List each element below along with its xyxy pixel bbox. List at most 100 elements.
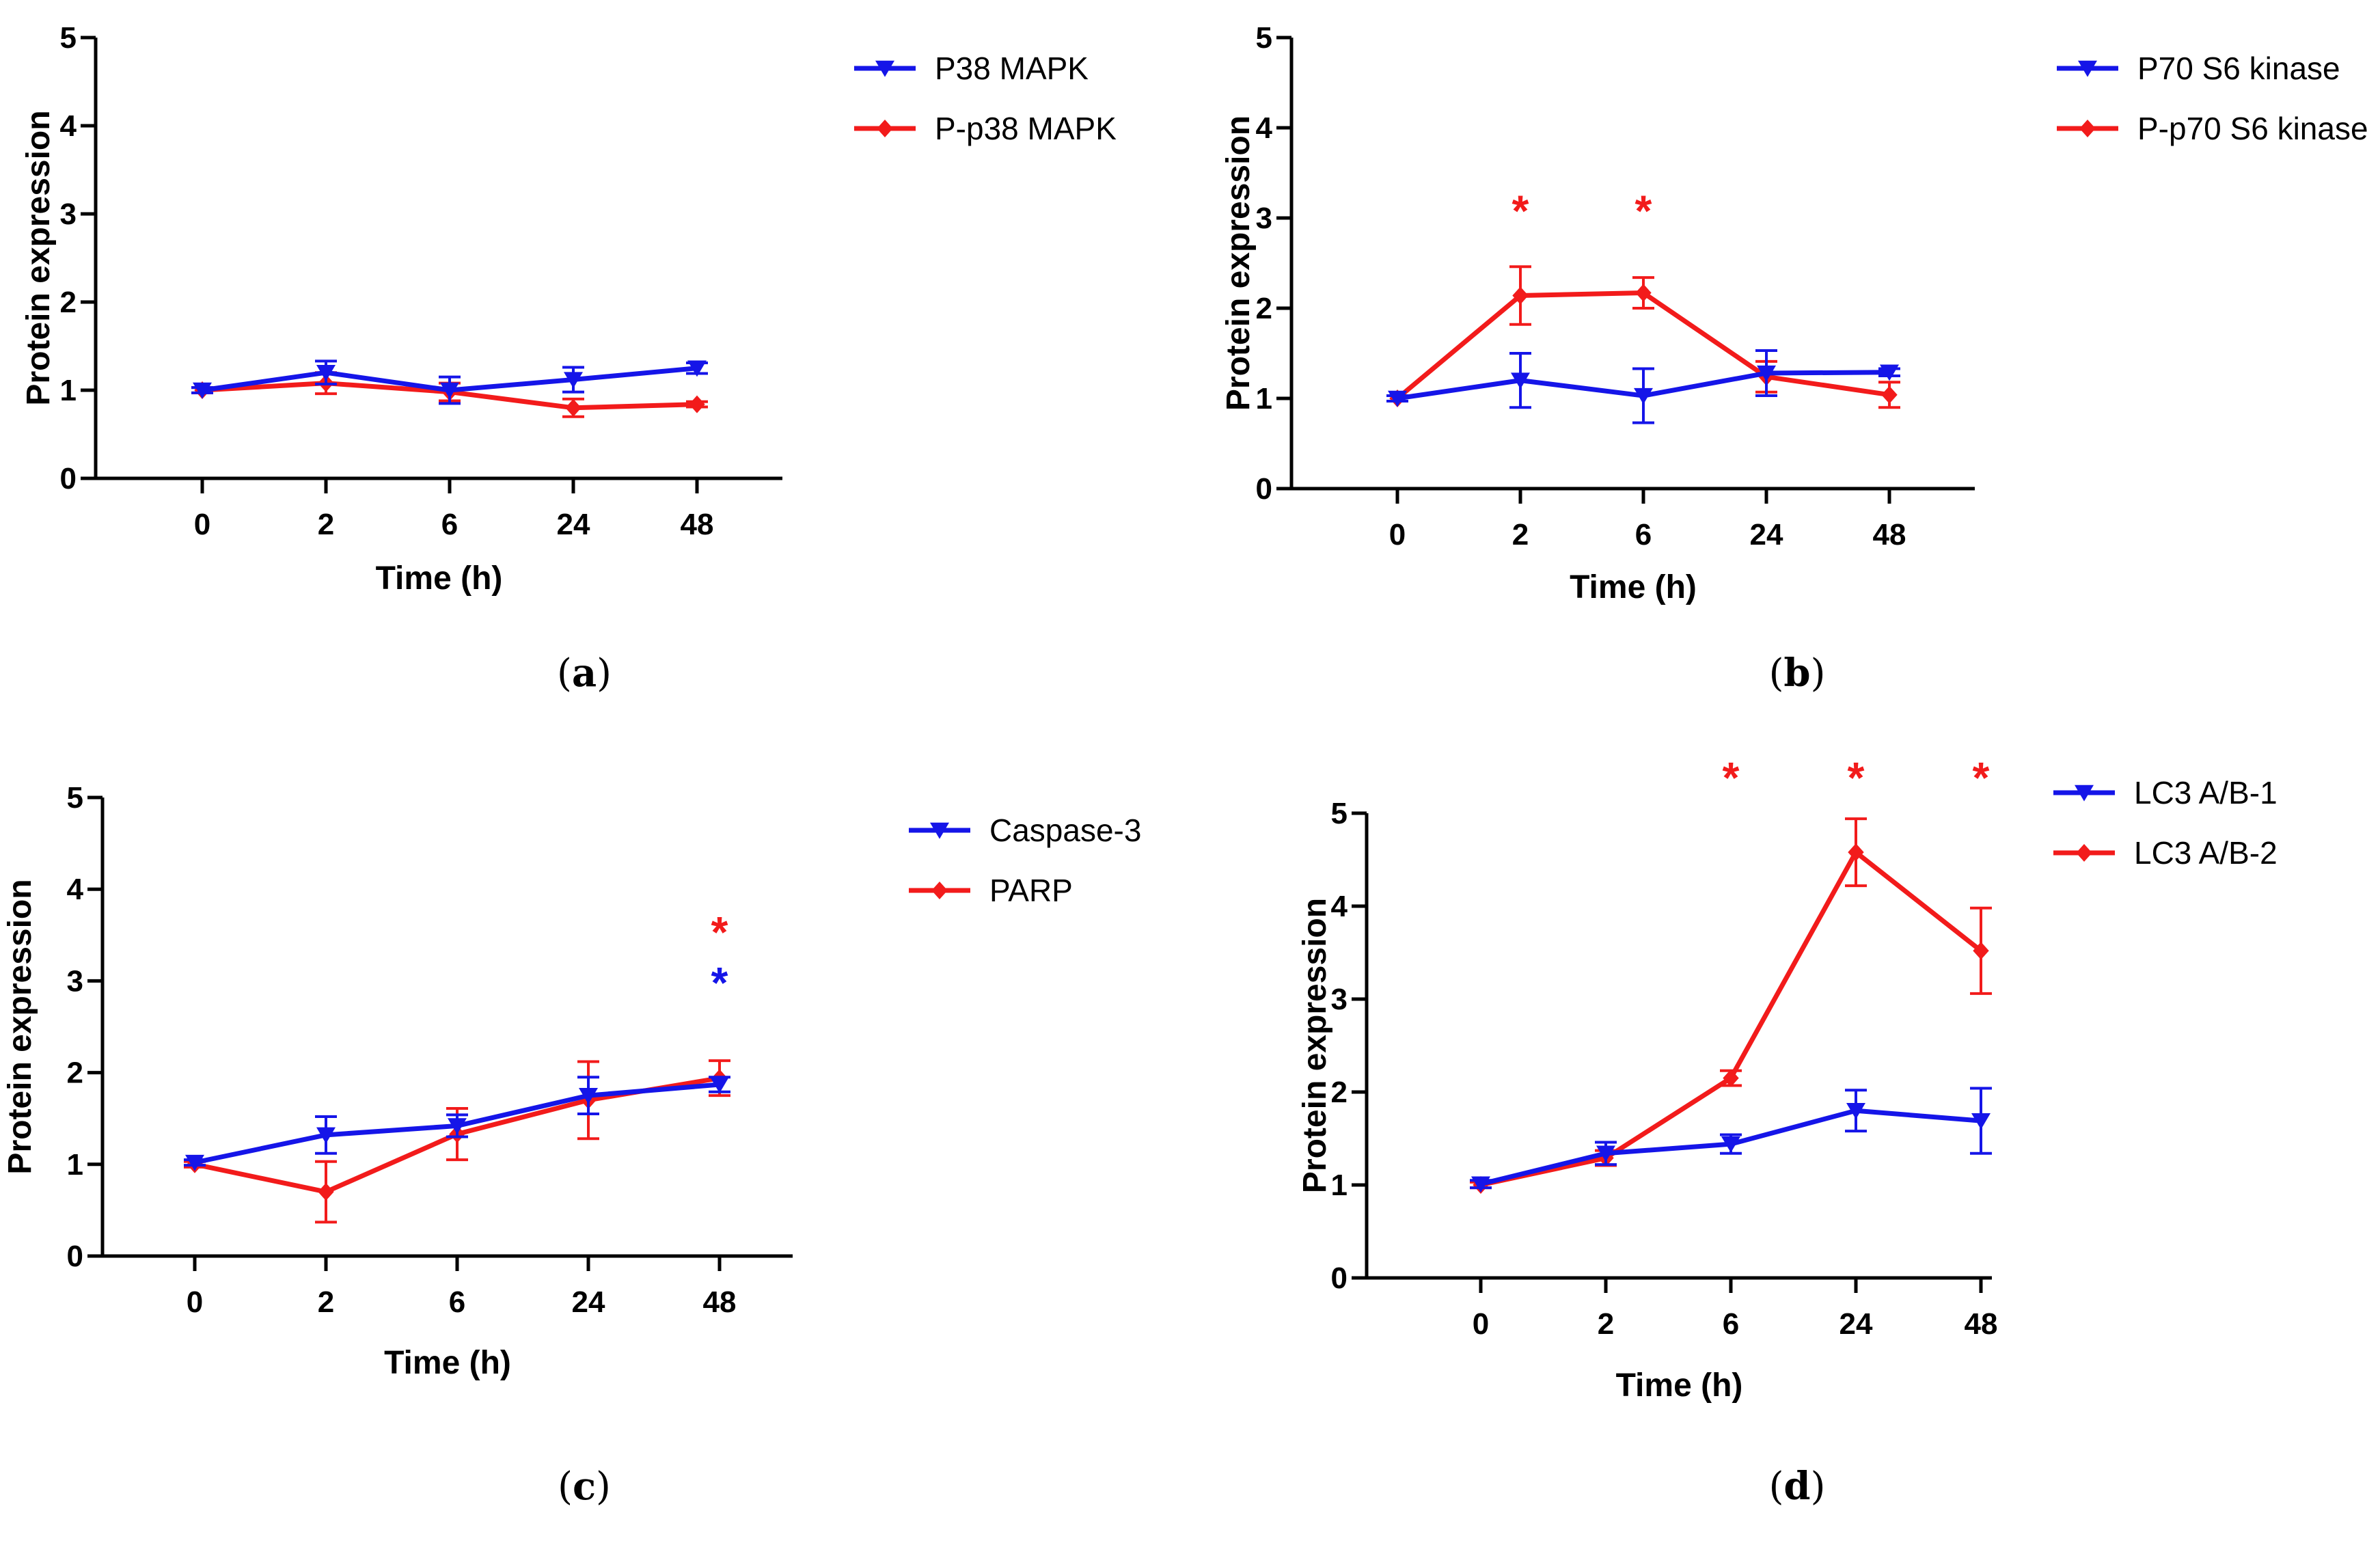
y-tick-label: 4 [60,109,77,143]
significance-star: * [1848,753,1865,802]
legend-marker [931,882,948,899]
significance-star: * [1635,187,1652,236]
series-blue [1470,1087,1992,1193]
y-tick-label: 5 [1256,21,1272,55]
x-tick-label: 0 [187,1285,203,1319]
x-tick-label: 6 [449,1285,465,1319]
legend-item-red: LC3 A/B-2 [2053,835,2278,871]
y-tick-label: 5 [67,781,83,815]
data-point [1512,286,1529,305]
data-point [1723,1069,1739,1087]
chart-a: 0 1 2 3 4 5 0 2 6 24 48 Time (h) Protein expression P… [20,21,1117,597]
legend-marker [875,60,894,77]
legend-item-red: P-p38 MAPK [854,111,1117,146]
data-point [1596,1145,1615,1162]
data-point [689,395,705,413]
y-tick-label: 4 [67,873,84,906]
legend-marker [2078,60,2097,77]
x-tick-label: 6 [441,508,458,541]
legend-item-red: PARP [909,873,1073,908]
x-tick-label: 48 [1965,1307,1998,1341]
y-tick-label: 4 [1331,890,1348,923]
data-point [316,365,336,381]
legend-marker [930,822,949,839]
legend-item-blue: LC3 A/B-1 [2053,775,2278,810]
data-point [710,1076,729,1093]
x-tick-label: 24 [557,508,590,541]
y-axis-label: Protein expression [2,879,38,1174]
legend-item-blue: Caspase-3 [909,813,1141,848]
data-point [193,382,212,399]
data-point [318,1183,334,1201]
y-tick-label: 3 [1331,983,1348,1016]
x-tick-label: 2 [1512,518,1529,551]
y-tick-label: 0 [67,1240,83,1273]
y-tick-label: 1 [60,374,77,407]
data-point [1973,942,1989,960]
series-blue [191,359,708,405]
y-tick-label: 3 [60,197,77,231]
y-tick-label: 3 [1256,202,1272,235]
x-tick-label: 2 [318,508,334,541]
y-axis-label: Protein expression [1297,898,1333,1193]
panel-label-a: (a) [556,651,612,696]
y-tick-label: 5 [1331,797,1348,830]
significance-star: * [711,958,728,1007]
data-point [565,398,582,417]
panel-label-b: (b) [1768,651,1826,696]
series-blue [1386,349,1900,424]
data-point [1757,365,1776,382]
data-point [687,360,707,377]
legend-marker [2079,120,2096,137]
data-point [1971,1113,1991,1130]
data-point [1471,1176,1490,1193]
y-tick-label: 4 [1256,111,1273,145]
x-tick-label: 24 [1839,1307,1873,1341]
x-tick-label: 24 [572,1285,605,1319]
x-tick-label: 0 [194,508,210,541]
x-axis-label: Time (h) [376,560,503,597]
x-tick-label: 6 [1635,518,1652,551]
y-tick-label: 2 [60,286,77,319]
y-axis-label: Protein expression [1220,115,1257,411]
x-axis-label: Time (h) [1570,569,1697,605]
legend-label: P70 S6 kinase [2137,51,2340,86]
legend-marker [2075,785,2094,802]
data-point [1848,843,1864,862]
data-point [1721,1136,1740,1153]
x-tick-label: 2 [1598,1307,1614,1341]
x-axis-label: Time (h) [1616,1367,1743,1404]
y-tick-label: 1 [1256,382,1272,415]
y-axis-label: Protein expression [20,110,57,405]
data-point [316,1127,336,1144]
chart-b: 0 1 2 3 4 5 0 2 6 24 48 Time (h) Protein expression *… [1220,21,2368,605]
y-tick-label: 2 [1331,1076,1348,1109]
data-point [440,382,459,399]
significance-star: * [1723,753,1740,802]
y-tick-label: 2 [1256,292,1272,325]
panel-label-d: (d) [1768,1464,1826,1509]
legend-marker [2076,844,2092,862]
data-point [579,1087,598,1104]
panel-label-b-letter: b [1783,651,1811,696]
data-point [1388,390,1407,407]
series-blue [184,1076,730,1171]
panel-label-c-letter: c [572,1464,597,1509]
x-tick-label: 0 [1389,518,1406,551]
y-tick-label: 3 [67,964,83,998]
data-point [1881,385,1898,404]
legend-item-blue: P38 MAPK [854,51,1089,86]
legend-label: P-p70 S6 kinase [2137,111,2368,146]
significance-star: * [1973,753,1990,802]
x-tick-label: 0 [1473,1307,1489,1341]
legend-item-blue: P70 S6 kinase [2057,51,2340,86]
legend-label: PARP [989,873,1073,908]
x-axis-label: Time (h) [384,1345,511,1381]
x-tick-label: 6 [1723,1307,1739,1341]
y-tick-label: 0 [60,462,77,495]
significance-star: * [711,908,728,957]
legend-marker [877,120,893,137]
panel-label-c: (c) [558,1464,611,1509]
data-point [1846,1103,1865,1119]
